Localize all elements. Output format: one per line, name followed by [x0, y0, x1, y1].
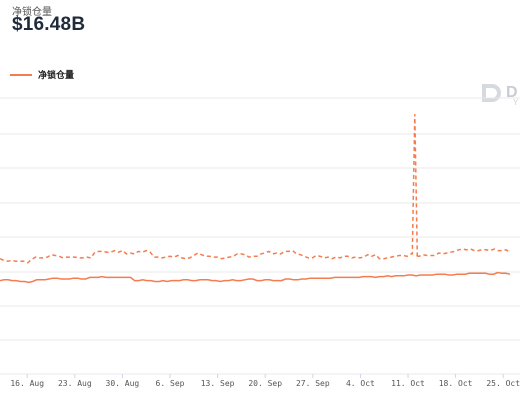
- x-tick-label: 18. Oct: [439, 379, 473, 388]
- x-axis: 16. Aug 23. Aug 30. Aug 6. Sep 13. Sep 20. Se…: [10, 374, 520, 388]
- x-tick-label: 4. Oct: [346, 379, 375, 388]
- series-line-secondary[interactable]: [0, 271, 511, 284]
- x-tick-label: 25. Oct: [486, 379, 520, 388]
- x-tick-label: 16. Aug: [10, 379, 44, 388]
- metric-title: 净锁仓量: [12, 7, 52, 18]
- metric-value: $16.48B: [12, 14, 86, 35]
- x-tick-label: 27. Sep: [296, 379, 330, 388]
- legend-swatch: [10, 73, 32, 76]
- chart-series: [0, 114, 511, 284]
- x-tick-label: 11. Oct: [391, 379, 425, 388]
- x-tick-label: 23. Aug: [58, 379, 92, 388]
- x-tick-label: 13. Sep: [201, 379, 235, 388]
- chart-grid: [0, 97, 520, 375]
- series-line-tvl[interactable]: [0, 114, 511, 264]
- x-tick-label: 30. Aug: [106, 379, 140, 388]
- x-tick-label: 20. Sep: [248, 379, 282, 388]
- legend-item-tvl[interactable]: 净锁仓量: [10, 68, 74, 81]
- legend-label: 净锁仓量: [38, 70, 75, 80]
- x-tick-label: 6. Sep: [156, 379, 185, 388]
